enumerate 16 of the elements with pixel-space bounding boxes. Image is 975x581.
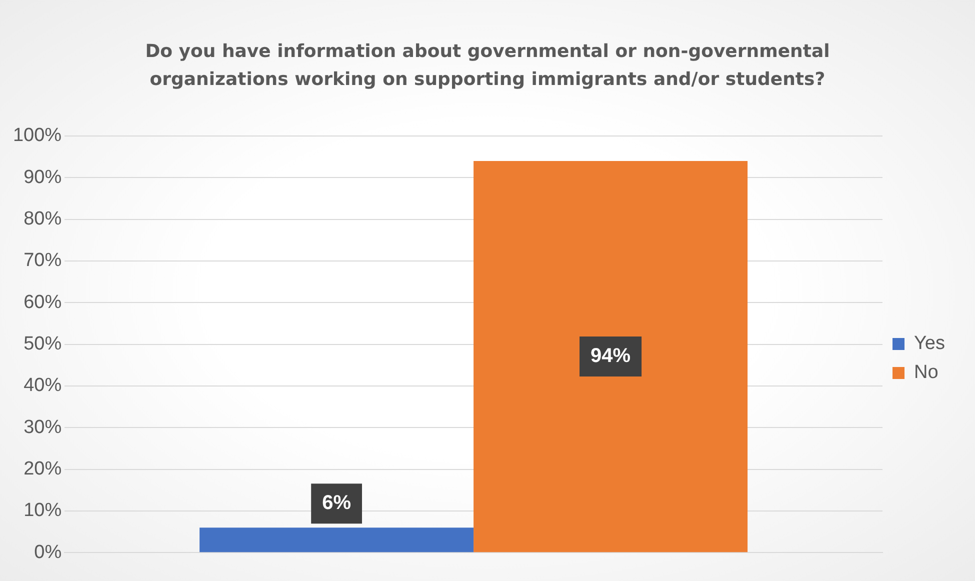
y-tick-label: 30% — [24, 416, 62, 438]
y-tick-label: 20% — [24, 458, 62, 480]
y-tick-label: 10% — [24, 500, 62, 522]
y-tick-label: 40% — [24, 375, 62, 396]
legend-label: Yes — [914, 333, 946, 354]
chart-title: Do you have information about governmental or non-governmental organizations working on supporting immigrants and/or students? — [144, 40, 831, 92]
y-tick-label: 60% — [24, 292, 62, 313]
y-tick-label: 0% — [34, 542, 62, 563]
legend-label: No — [914, 362, 938, 384]
y-tick-label: 100% — [12, 125, 62, 146]
data-label: 94% — [590, 345, 631, 368]
y-tick-label: 50% — [24, 334, 62, 355]
data-label: 6% — [322, 492, 352, 514]
y-tick-label: 70% — [24, 250, 62, 272]
y-tick-label: 90% — [24, 166, 62, 188]
y-tick-label: 80% — [24, 208, 62, 230]
